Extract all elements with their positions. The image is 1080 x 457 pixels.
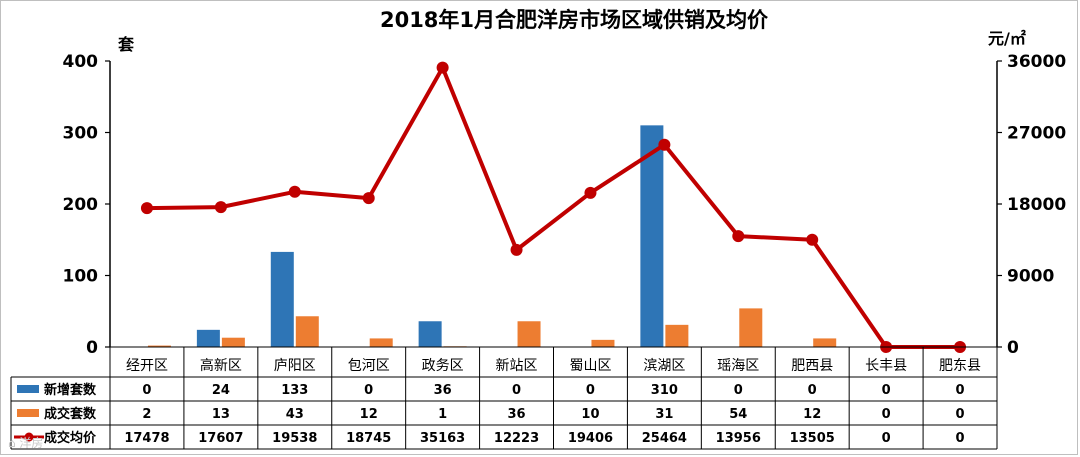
data-label: 17478: [124, 431, 169, 446]
bar-new-supply: [196, 329, 220, 347]
right-tick-label: 36000: [1007, 52, 1066, 72]
line-point: [658, 138, 671, 151]
series-name: 成交套数: [44, 406, 97, 422]
data-label: 25464: [642, 431, 687, 446]
bar-transactions: [369, 338, 393, 347]
right-tick-label: 18000: [1007, 195, 1066, 215]
data-label: 2: [142, 407, 151, 422]
data-label: 310: [651, 383, 678, 398]
data-label: 13956: [716, 431, 761, 446]
series-name: 新增套数: [44, 382, 97, 398]
bar-new-supply: [270, 251, 294, 347]
legend-key-transactions: [17, 409, 39, 417]
bar-transactions: [147, 345, 171, 347]
line-point: [584, 186, 597, 199]
legend-key-marker: [24, 432, 34, 442]
category-label: 庐阳区: [274, 358, 316, 374]
data-label: 12: [803, 407, 821, 422]
data-label: 13: [212, 407, 230, 422]
data-label: 36: [507, 407, 525, 422]
data-label: 0: [956, 431, 965, 446]
left-tick-label: 400: [63, 52, 99, 72]
data-label: 0: [882, 383, 891, 398]
data-label: 0: [956, 407, 965, 422]
left-tick-label: 0: [86, 338, 98, 358]
data-label: 1: [438, 407, 447, 422]
category-label: 经开区: [126, 358, 168, 374]
line-point: [214, 201, 227, 214]
right-tick-label: 9000: [1007, 267, 1054, 287]
data-label: 0: [734, 383, 743, 398]
data-label: 18745: [346, 431, 391, 446]
series-name: 成交均价: [44, 430, 97, 446]
data-label: 0: [142, 383, 151, 398]
data-label: 13505: [790, 431, 835, 446]
data-label: 10: [581, 407, 599, 422]
data-label: 0: [364, 383, 373, 398]
line-point: [436, 61, 449, 74]
left-tick-label: 200: [63, 195, 99, 215]
data-label: 35163: [420, 431, 465, 446]
line-point: [362, 192, 375, 205]
line-point: [510, 243, 523, 256]
data-label: 0: [808, 383, 817, 398]
bar-new-supply: [418, 321, 442, 347]
data-label: 31: [655, 407, 673, 422]
category-label: 包河区: [348, 358, 390, 374]
data-label: 24: [212, 383, 230, 398]
chart-title: 2018年1月合肥洋房市场区域供销及均价: [380, 8, 769, 32]
bar-new-supply: [640, 125, 664, 347]
data-label: 17607: [198, 431, 243, 446]
bar-transactions: [739, 308, 763, 347]
data-label: 19538: [272, 431, 317, 446]
bar-transactions: [221, 337, 245, 347]
data-table: 经开区 高新区 庐阳区 包河区 政务区 新站区 蜀山区 滨湖区 瑶海区 肥西县 长丰县 肥东县新增套数…: [10, 346, 998, 450]
bar-transactions: [813, 338, 837, 347]
bar-transactions: [665, 324, 689, 347]
category-label: 政务区: [422, 358, 464, 374]
category-label: 滨湖区: [643, 358, 685, 374]
data-label: 43: [286, 407, 304, 422]
right-axis-unit: 元/㎡: [988, 29, 1026, 48]
data-label: 0: [956, 383, 965, 398]
right-tick-label: 0: [1007, 338, 1019, 358]
bar-transactions: [295, 316, 319, 347]
data-label: 133: [281, 383, 308, 398]
line-point: [732, 230, 745, 243]
left-axis-unit: 套: [117, 35, 135, 54]
data-label: 12: [360, 407, 378, 422]
category-label: 新站区: [496, 358, 538, 374]
data-label: 19406: [568, 431, 613, 446]
line-point: [288, 185, 301, 198]
category-label: 长丰县: [865, 358, 907, 374]
bar-transactions: [591, 339, 615, 347]
category-label: 蜀山区: [569, 358, 611, 374]
left-tick-label: 100: [63, 267, 99, 287]
axes: 0 100 200 300 400 0 9000 18000 27000 36000: [63, 52, 1067, 358]
data-label: 0: [512, 383, 521, 398]
bar-transactions: [517, 321, 541, 347]
line-average-price: [146, 65, 961, 349]
watermark: ⌂ 洋房: [8, 435, 43, 450]
data-label: 54: [729, 407, 747, 422]
line-point: [140, 202, 153, 215]
data-label: 0: [882, 431, 891, 446]
line-series: [140, 61, 967, 353]
category-label: 瑶海区: [717, 358, 759, 374]
category-label: 高新区: [200, 357, 242, 374]
data-label: 0: [882, 407, 891, 422]
right-tick-label: 27000: [1007, 124, 1066, 144]
category-label: 肥西县: [791, 358, 833, 374]
category-label: 肥东县: [939, 358, 981, 374]
data-label: 12223: [494, 431, 539, 446]
left-tick-label: 300: [63, 124, 99, 144]
line-point: [806, 233, 819, 246]
legend-key-new-supply: [17, 385, 39, 393]
data-label: 36: [434, 383, 452, 398]
data-label: 0: [586, 383, 595, 398]
